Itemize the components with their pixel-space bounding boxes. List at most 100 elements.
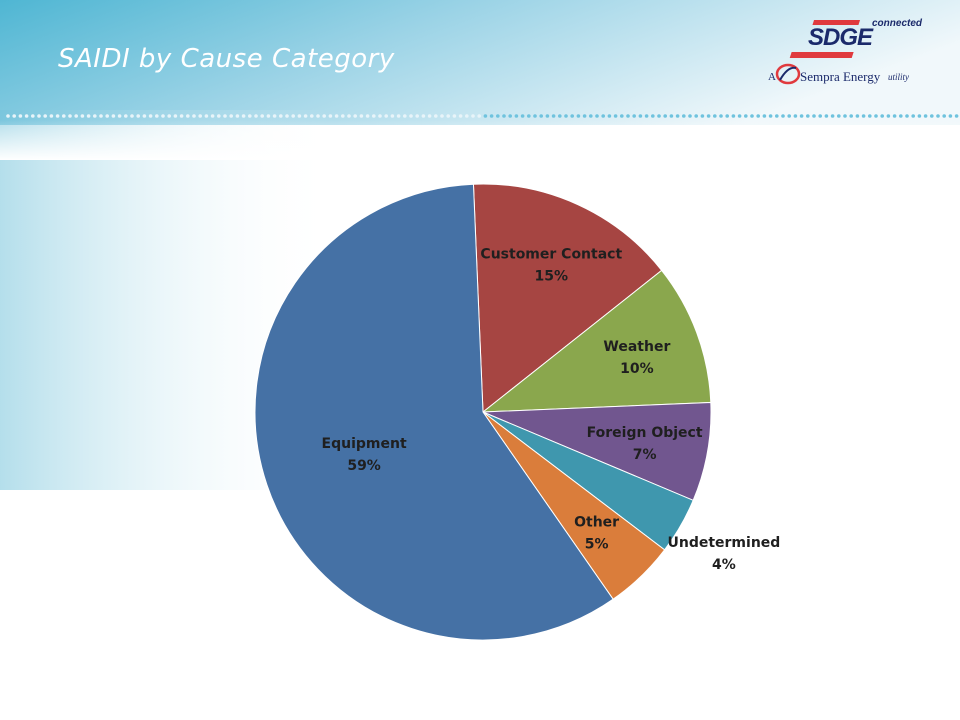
divider-dot: [229, 114, 233, 118]
divider-dot: [285, 114, 289, 118]
divider-dot: [279, 114, 283, 118]
divider-dot: [787, 114, 791, 118]
divider-dot: [403, 114, 407, 118]
slice-label-weather: Weather 10%: [603, 339, 670, 377]
divider-dot: [80, 114, 85, 118]
divider-dot: [818, 114, 822, 118]
divider-dot: [458, 114, 463, 118]
divider-dot: [682, 114, 686, 118]
divider-dot: [74, 114, 78, 118]
slice-label-foreign-object: Foreign Object 7%: [587, 425, 703, 463]
divider-dot: [905, 114, 909, 118]
divider-dot: [601, 114, 605, 118]
divider-dot: [12, 114, 16, 118]
divider-dot: [775, 114, 779, 118]
page-title: SAIDI by Cause Category: [58, 44, 395, 74]
divider-dot: [638, 114, 643, 118]
divider-dot: [533, 114, 537, 118]
logo-parent: Sempra Energy: [800, 69, 881, 84]
logo-prefix: A: [768, 71, 776, 83]
divider-dot: [440, 114, 444, 118]
divider-dot: [353, 114, 358, 118]
divider-dot: [198, 114, 202, 118]
divider-dot: [843, 114, 847, 118]
divider-dot: [49, 114, 54, 118]
divider-dot: [204, 114, 209, 118]
divider-dot: [750, 114, 754, 118]
divider-dot: [248, 114, 252, 118]
divider-dot: [155, 114, 159, 118]
divider-dot: [917, 114, 922, 118]
divider-dot: [93, 114, 97, 118]
divider-dot: [316, 114, 320, 118]
divider-dot: [322, 114, 327, 118]
divider-dot: [496, 114, 500, 118]
divider-dot: [768, 114, 773, 118]
divider-dot: [861, 114, 866, 118]
divider-dot: [824, 114, 829, 118]
divider-dot: [365, 114, 370, 118]
divider-dot: [812, 114, 816, 118]
divider-dot: [427, 114, 432, 118]
divider-dot: [620, 114, 624, 118]
divider-dot: [415, 114, 420, 118]
divider-dot: [217, 114, 221, 118]
divider-dot: [37, 114, 41, 118]
divider-dot: [210, 114, 215, 118]
logo-brand: SDGE: [808, 24, 873, 51]
divider-dot: [161, 114, 165, 118]
divider-dot: [855, 114, 860, 118]
divider-dot: [613, 114, 618, 118]
divider-dot: [117, 114, 122, 118]
divider-dot: [124, 114, 128, 118]
divider-dot: [31, 114, 35, 118]
divider-dot: [6, 114, 10, 118]
divider-dot: [731, 114, 736, 118]
slice-label-customer-contact: Customer Contact 15%: [480, 247, 622, 285]
divider-dot: [328, 114, 333, 118]
divider-dot: [167, 114, 171, 118]
divider-dot: [632, 114, 636, 118]
divider-dot: [452, 114, 457, 118]
divider-dot: [303, 114, 308, 118]
sdge-logo: SDGE connected A Sempra Energy utility: [760, 14, 930, 94]
divider-dot: [99, 114, 103, 118]
divider-dot: [223, 114, 227, 118]
divider-dot: [564, 114, 568, 118]
divider-dot: [737, 114, 742, 118]
divider-dot: [179, 114, 184, 118]
divider-dot: [62, 114, 66, 118]
divider-dot: [849, 114, 853, 118]
pie-slice-equipment: [254, 183, 614, 641]
divider-dot: [756, 114, 760, 118]
divider-dot: [545, 114, 550, 118]
divider-dot: [651, 114, 655, 118]
divider-dot: [43, 114, 47, 118]
divider-dot: [762, 114, 767, 118]
divider-dot: [713, 114, 717, 118]
divider-dot: [130, 114, 134, 118]
divider-dot: [886, 114, 891, 118]
divider-dot: [359, 114, 364, 118]
divider-dot: [954, 114, 959, 118]
divider-dot: [266, 114, 271, 118]
divider-dot: [830, 114, 835, 118]
divider-dot: [806, 114, 810, 118]
divider-dot: [136, 114, 140, 118]
divider-dot: [948, 114, 953, 118]
divider-dot: [520, 114, 525, 118]
divider-dot: [589, 114, 593, 118]
divider-dot: [378, 114, 382, 118]
divider-dot: [582, 114, 587, 118]
divider-dot: [626, 114, 630, 118]
divider-dot: [434, 114, 438, 118]
divider-dot: [347, 114, 351, 118]
divider-dot: [173, 114, 178, 118]
divider-dot: [390, 114, 395, 118]
divider-dot: [55, 114, 60, 118]
divider-dot: [688, 114, 692, 118]
divider-dot: [911, 114, 915, 118]
divider-dot: [86, 114, 91, 118]
